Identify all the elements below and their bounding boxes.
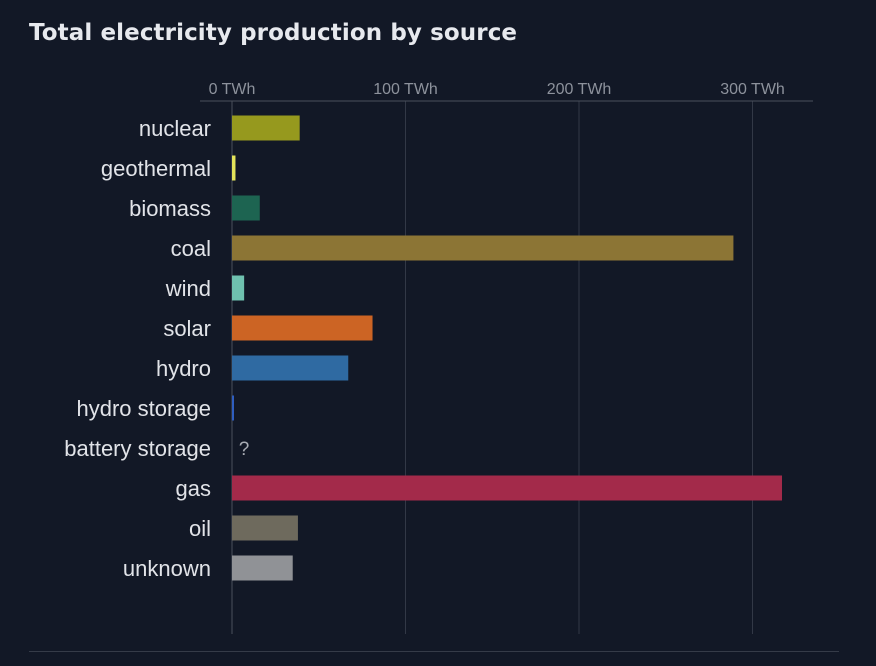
category-label: coal	[171, 236, 211, 261]
bar	[232, 315, 373, 341]
category-label: oil	[189, 516, 211, 541]
bar	[232, 195, 260, 221]
category-label: gas	[176, 476, 211, 501]
category-label: biomass	[129, 196, 211, 221]
x-tick-label: 0 TWh	[209, 81, 256, 98]
category-label: solar	[163, 316, 211, 341]
category-label: wind	[165, 276, 211, 301]
bar	[232, 115, 300, 141]
category-label: battery storage	[64, 436, 211, 461]
category-label: hydro storage	[76, 396, 211, 421]
chart-title: Total electricity production by source	[29, 20, 518, 46]
x-tick-label: 200 TWh	[547, 81, 612, 98]
bar	[232, 235, 734, 261]
bar	[232, 475, 782, 501]
bar	[232, 155, 236, 181]
category-label: nuclear	[139, 116, 211, 141]
bar	[232, 275, 245, 301]
missing-value-label: ?	[239, 439, 250, 460]
x-tick-label: 300 TWh	[720, 81, 785, 98]
category-label: hydro	[156, 356, 211, 381]
bottom-divider	[29, 651, 839, 652]
bar	[232, 555, 293, 581]
bar	[232, 395, 234, 421]
category-label: unknown	[123, 556, 211, 581]
bar	[232, 355, 349, 381]
bar	[232, 515, 298, 541]
category-label: geothermal	[101, 156, 211, 181]
x-tick-label: 100 TWh	[373, 81, 438, 98]
